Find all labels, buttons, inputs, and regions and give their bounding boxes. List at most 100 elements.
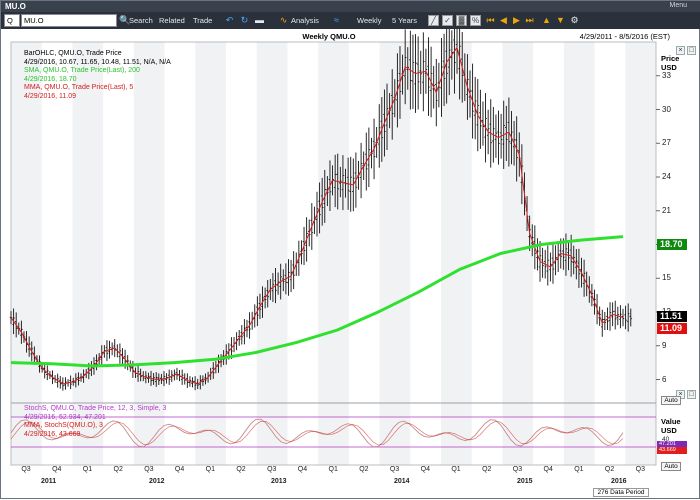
quarter-band: [72, 42, 104, 465]
price-axis-title: Price USD: [661, 54, 679, 72]
legend-line-4: MMA, QMU.O, Trade Price(Last), 5: [24, 84, 134, 91]
chart-area: Weekly QMU.O 4/29/2011 - 8/5/2016 (EST) …: [1, 29, 700, 500]
overlay-icon[interactable]: ≈: [334, 15, 339, 25]
last-page-icon[interactable]: ⏭: [525, 15, 534, 25]
quarter-label: Q2: [236, 466, 246, 473]
year-label: 2016: [611, 478, 627, 485]
zoom-out-icon[interactable]: ▼: [556, 15, 565, 25]
quarter-band: [195, 42, 226, 465]
price-tick-label: 24: [662, 172, 671, 181]
folder-icon[interactable]: ▬: [255, 15, 264, 25]
percent-icon[interactable]: %: [470, 15, 481, 26]
year-label: 2013: [271, 478, 287, 485]
next-icon[interactable]: ▶: [513, 15, 520, 25]
stoch-legend-line-3: 4/29/2016, 43.669: [24, 430, 81, 438]
quarter-label: Q1: [205, 466, 215, 473]
year-label: 2012: [149, 478, 165, 485]
price-tick-label: 30: [662, 104, 671, 114]
stoch-legend-line-2: MMA, StochS(QMU.O), 3: [24, 422, 103, 429]
year-label: 2011: [41, 478, 57, 485]
quarter-label: Q3: [512, 466, 523, 473]
auto-scale-button[interactable]: Auto: [661, 396, 681, 405]
menu-button[interactable]: Menu: [669, 2, 687, 9]
price-axis-unit: USD: [661, 63, 677, 72]
legend-line-0: BarOHLC, QMU.O, Trade Price: [24, 50, 122, 57]
year-label: 2014: [394, 478, 410, 485]
sma-price-tag: 18.70: [657, 239, 687, 250]
quarter-label: Q1: [451, 466, 461, 473]
stoch-legend-line-1: 4/29/2016, 52.934, 47.201: [24, 413, 106, 421]
check-icon[interactable]: ✓: [442, 15, 453, 26]
zoom-in-icon[interactable]: ▲: [542, 15, 551, 25]
quarter-band: [625, 42, 656, 465]
year-label: 2015: [517, 478, 533, 485]
title-bar: MU.O Menu: [1, 1, 700, 12]
quarter-label: Q2: [359, 466, 369, 473]
stoch-d-line: [10, 420, 624, 446]
toolbar: Q MU.O 🔍 Search Related Trade ↶ ↻ ▬ ∿ An…: [1, 12, 700, 29]
analysis-icon: ∿: [279, 15, 288, 25]
quarter-label: Q4: [543, 466, 553, 473]
settings-icon[interactable]: ⚙: [570, 15, 579, 25]
bar-chart-icon[interactable]: ▓: [456, 15, 467, 26]
refresh-icon[interactable]: ↻: [240, 15, 249, 25]
price-tick-label: 15: [662, 273, 671, 283]
quarter-label: Q3: [21, 466, 31, 473]
price-chart[interactable]: [1, 29, 700, 500]
stoch-auto-button[interactable]: Auto: [661, 462, 681, 471]
quarter-label: Q1: [574, 466, 584, 473]
quarter-label: Q1: [82, 466, 93, 473]
value-axis-title: Value USD: [661, 417, 681, 435]
plot-frame: [10, 41, 657, 466]
main-legend: BarOHLC, QMU.O, Trade Price 4/29/2016, 1…: [24, 50, 171, 101]
trade-menu[interactable]: Trade: [193, 16, 213, 25]
range-dropdown[interactable]: 5 Years: [392, 16, 418, 25]
price-tick-label: 9: [662, 340, 667, 350]
mma-price-tag: 11.09: [657, 323, 687, 334]
quarter-band: [441, 42, 472, 465]
quarter-label: Q4: [174, 466, 185, 473]
quarter-label: Q4: [297, 466, 308, 473]
panel-menu-icon[interactable]: □: [687, 46, 696, 55]
stoch-d-tag: 43.669: [657, 447, 687, 454]
quarter-label: Q3: [389, 466, 400, 473]
symbol-input[interactable]: MU.O: [21, 14, 117, 27]
stoch-menu-icon[interactable]: □: [687, 390, 696, 399]
quarter-label: Q2: [482, 466, 492, 473]
sma-line: [10, 235, 624, 368]
value-axis-label: Value: [661, 417, 681, 426]
stoch-legend: StochS, QMU.O, Trade Price, 12, 3, Simpl…: [24, 405, 166, 439]
legend-line-2: SMA, QMU.O, Trade Price(Last), 200: [24, 67, 140, 74]
quarter-band: [256, 42, 288, 465]
search-button[interactable]: Search: [129, 16, 153, 25]
symbol-type-dropdown[interactable]: Q: [4, 14, 20, 27]
legend-line-5: 4/29/2016, 11.09: [24, 92, 77, 100]
period-dropdown[interactable]: Weekly: [357, 16, 382, 25]
quarter-band: [11, 42, 42, 465]
price-tick-label: 33: [662, 70, 671, 80]
stoch-tick: 40: [662, 436, 670, 443]
legend-line-3: 4/29/2016, 18.70: [24, 75, 77, 83]
mma-line: [10, 46, 624, 385]
draw-line-icon[interactable]: ╱: [428, 15, 439, 26]
quarter-band: [133, 42, 165, 465]
previous-icon[interactable]: ◀: [500, 15, 507, 25]
related-menu[interactable]: Related: [159, 16, 185, 25]
close-panel-icon[interactable]: ×: [676, 46, 685, 55]
price-tick-label: 21: [662, 205, 671, 215]
quarter-band: [318, 42, 349, 465]
stoch-legend-line-0: StochS, QMU.O, Trade Price, 12, 3, Simpl…: [24, 405, 167, 412]
quarter-label: Q1: [328, 466, 338, 473]
quarter-label: Q3: [267, 466, 277, 473]
quarter-label: Q4: [420, 466, 430, 473]
undo-icon[interactable]: ↶: [225, 15, 234, 25]
data-period-status: 276 Data Period: [593, 488, 649, 497]
first-page-icon[interactable]: ⏮: [486, 15, 495, 25]
stoch-k-tag: 47.201: [657, 441, 687, 448]
price-axis-label: Price: [661, 54, 680, 63]
analysis-menu[interactable]: Analysis: [291, 16, 319, 25]
legend-line-1: 4/29/2016, 10.67, 11.65, 10.48, 11.51, N…: [24, 58, 171, 66]
quarter-label: Q2: [604, 466, 615, 473]
price-tick-label: 6: [662, 374, 667, 384]
